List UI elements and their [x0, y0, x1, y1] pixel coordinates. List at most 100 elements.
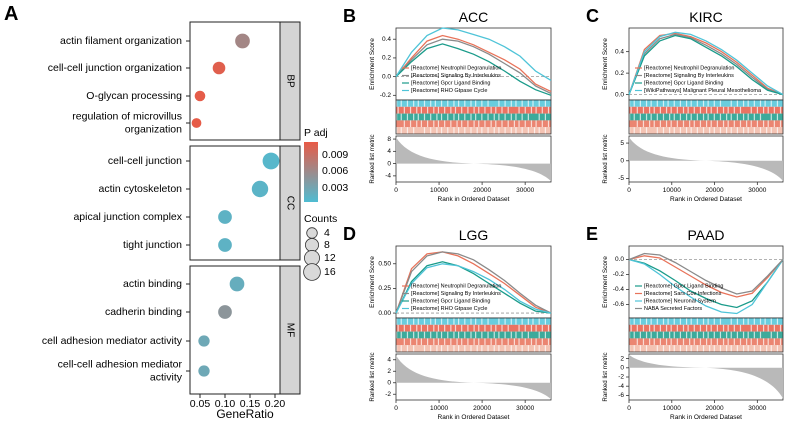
term-label: O-glycan processing — [86, 90, 182, 102]
hit-gap — [406, 100, 409, 107]
hit-gap — [756, 338, 759, 346]
hit-gap — [501, 338, 503, 346]
hit-gap — [538, 318, 540, 325]
x-axis-label: Rank in Ordered Dataset — [670, 414, 742, 421]
hit-gap — [630, 324, 632, 332]
panel-letter-a: A — [4, 3, 18, 25]
hit-gap — [430, 345, 432, 352]
hit-gap — [759, 345, 762, 352]
hit-gap — [636, 120, 638, 128]
es-line — [395, 34, 552, 93]
hit-gap — [750, 324, 752, 332]
hit-gap — [702, 331, 705, 339]
hit-gap — [484, 324, 486, 332]
hit-band — [396, 318, 551, 325]
metric-axis-label: Ranked list metric — [602, 352, 609, 401]
hit-gap — [447, 318, 449, 325]
legend-label: [Reactome] Neutrophil Degranulation — [411, 65, 502, 71]
hit-gap — [467, 324, 469, 332]
hit-gap — [685, 318, 688, 325]
hit-gap — [730, 100, 732, 107]
hit-gap — [397, 324, 399, 332]
hit-gap — [524, 120, 526, 128]
hit-gap — [730, 113, 732, 121]
hit-gap — [709, 345, 711, 352]
hit-box — [395, 317, 552, 353]
hit-gap — [513, 120, 515, 128]
hit-gap — [507, 106, 509, 114]
hit-gap — [713, 331, 715, 339]
term-label: cadherin binding — [105, 306, 182, 318]
hit-gap — [464, 331, 466, 339]
hit-gap — [759, 100, 762, 107]
hit-gap — [490, 120, 492, 128]
hit-gap — [649, 106, 651, 114]
hit-gap — [396, 113, 398, 121]
hit-gap — [504, 345, 506, 352]
hit-gap — [713, 345, 715, 352]
hit-gap — [458, 100, 460, 107]
hit-gap — [481, 331, 483, 339]
hit-gap — [710, 324, 712, 332]
hit-gap — [484, 106, 486, 114]
x-tick-label: 0 — [627, 405, 631, 412]
hit-gap — [420, 324, 422, 332]
hit-gap — [530, 338, 533, 346]
hit-gap — [679, 331, 682, 339]
counts-legend-label: 4 — [324, 227, 330, 239]
hit-gap — [636, 338, 638, 346]
hit-gap — [779, 106, 782, 114]
hit-gap — [495, 338, 497, 346]
dot-point — [218, 210, 232, 224]
hit-band — [396, 331, 551, 339]
hit-gap — [767, 120, 769, 128]
hit-gap — [473, 338, 475, 346]
hit-gap — [642, 106, 645, 114]
counts-legend-dot — [305, 238, 319, 252]
hit-gap — [493, 113, 495, 121]
hit-gap — [656, 331, 658, 339]
hit-gap — [722, 338, 725, 346]
hit-gap — [504, 318, 506, 325]
hit-gap — [636, 324, 638, 332]
metric-tick-label: 4 — [387, 356, 391, 363]
hit-gap — [470, 113, 472, 121]
hit-gap — [413, 113, 415, 121]
hit-gap — [450, 120, 452, 128]
hit-gap — [515, 331, 517, 339]
hit-gap — [679, 127, 682, 134]
hit-gap — [759, 331, 762, 339]
hit-gap — [742, 100, 745, 107]
hit-gap — [656, 318, 658, 325]
hit-gap — [515, 113, 517, 121]
hit-gap — [413, 345, 415, 352]
hit-gap — [747, 113, 749, 121]
x-tick-label: 0.10 — [215, 398, 236, 410]
hit-gap — [544, 113, 546, 121]
metric-tick-label: -4 — [618, 383, 624, 390]
hit-gap — [535, 324, 537, 332]
hit-gap — [685, 100, 688, 107]
hit-gap — [510, 127, 512, 134]
hit-gap — [719, 318, 722, 325]
hit-gap — [726, 345, 728, 352]
hit-gap — [495, 106, 497, 114]
es-tick-label: 0.25 — [378, 285, 391, 292]
hit-gap — [693, 324, 695, 332]
hit-gap — [467, 106, 469, 114]
hit-gap — [639, 318, 641, 325]
hit-gap — [403, 338, 405, 346]
x-tick-label: 0.15 — [240, 398, 261, 410]
hit-gap — [396, 127, 398, 134]
hit-gap — [447, 113, 449, 121]
hit-gap — [541, 338, 543, 346]
hit-gap — [504, 100, 506, 107]
hit-gap — [493, 331, 495, 339]
legend-label: [Reactome] Gpcr Ligand Binding — [644, 283, 724, 289]
hit-gap — [662, 331, 665, 339]
es-line — [395, 43, 552, 96]
hit-gap — [530, 120, 533, 128]
hit-gap — [733, 106, 735, 114]
x-tick-label: 30000 — [516, 187, 534, 194]
